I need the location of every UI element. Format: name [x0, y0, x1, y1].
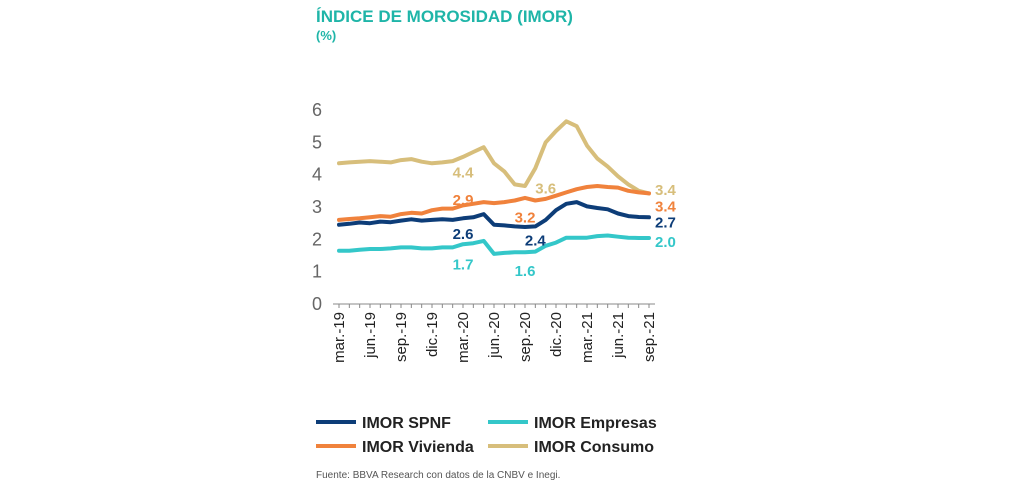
legend-label: IMOR Consumo [534, 439, 654, 456]
data-label: 3.4 [655, 198, 677, 215]
legend-label: IMOR Empresas [534, 415, 657, 432]
source-note: Fuente: BBVA Research con datos de la CN… [316, 470, 561, 481]
chart-subtitle: (%) [316, 28, 337, 43]
data-label: 3.2 [515, 210, 536, 227]
data-label: 3.6 [535, 181, 556, 198]
x-tick-label: mar.-20 [455, 312, 472, 363]
x-tick-label: sep.-21 [641, 312, 658, 362]
data-label: 4.4 [453, 164, 475, 181]
x-tick-label: dic.-19 [424, 312, 441, 357]
series-line-imor-empresas [337, 233, 651, 256]
legend-label: IMOR SPNF [362, 415, 451, 432]
data-label: 1.7 [453, 257, 474, 274]
series-line-imor-vivienda [337, 184, 651, 222]
y-tick-label: 3 [312, 197, 322, 217]
data-label: 2.7 [655, 215, 676, 232]
y-tick-label: 5 [312, 132, 322, 152]
data-label: 2.0 [655, 234, 676, 251]
x-tick-label: sep.-19 [393, 312, 410, 362]
x-tick-label: jun.-19 [362, 312, 379, 359]
y-tick-label: 4 [312, 165, 322, 185]
y-tick-label: 6 [312, 100, 322, 120]
y-tick-label: 2 [312, 229, 322, 249]
data-label: 2.6 [453, 226, 474, 243]
x-tick-label: sep.-20 [517, 312, 534, 362]
x-tick-label: jun.-21 [610, 312, 627, 359]
data-label: 2.4 [525, 232, 547, 249]
data-label: 3.4 [655, 182, 677, 199]
x-tick-label: mar.-19 [331, 312, 348, 363]
x-tick-label: mar.-21 [579, 312, 596, 363]
chart-title: ÍNDICE DE MOROSIDAD (IMOR) [316, 7, 573, 26]
data-label: 2.9 [453, 192, 474, 209]
legend-label: IMOR Vivienda [362, 439, 474, 456]
x-tick-label: jun.-20 [486, 312, 503, 359]
series-line-imor-consumo [337, 119, 651, 196]
y-tick-label: 1 [312, 262, 322, 282]
series-line-imor-spnf [337, 200, 651, 229]
y-tick-label: 0 [312, 294, 322, 314]
x-tick-label: dic.-20 [548, 312, 565, 357]
data-label: 1.6 [515, 263, 536, 280]
